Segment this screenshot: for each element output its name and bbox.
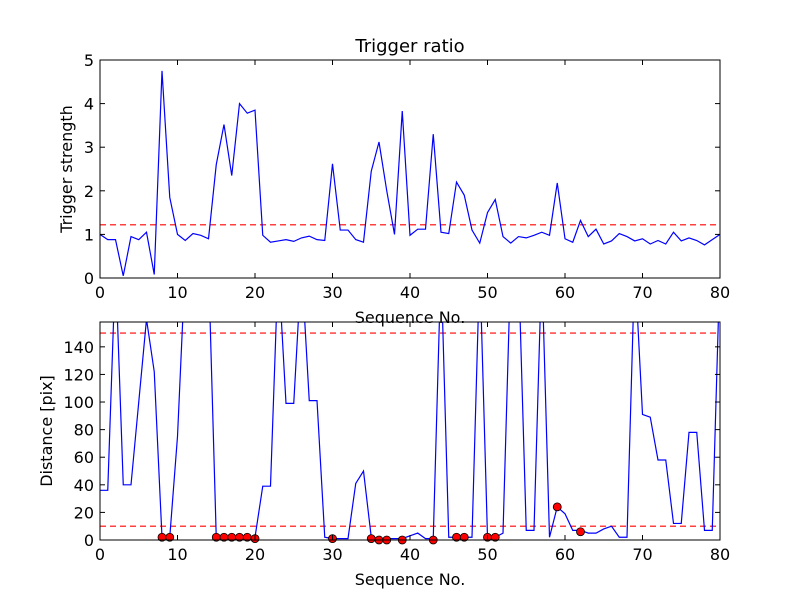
y-tick-label: 0 [84, 269, 94, 288]
data-point-marker [366, 534, 376, 544]
y-tick-label: 3 [84, 138, 94, 157]
x-tick-label: 30 [322, 283, 342, 302]
y-tick-label: 80 [74, 421, 94, 440]
y-tick-label: 140 [63, 338, 94, 357]
y-tick-label: 2 [84, 182, 94, 201]
y-tick-label: 60 [74, 448, 94, 467]
x-tick-label: 50 [477, 545, 497, 564]
series-line [100, 70, 720, 276]
data-point-marker [459, 532, 469, 542]
y-tick-label: 40 [74, 476, 94, 495]
x-tick-label: 50 [477, 283, 497, 302]
x-tick-label: 40 [400, 545, 420, 564]
y-tick-label: 4 [84, 95, 94, 114]
trigger-ratio-chart: Trigger ratio Trigger strength Sequence … [57, 36, 730, 327]
x-tick-label: 30 [322, 545, 342, 564]
data-point-marker [490, 532, 500, 542]
x-tick-label: 40 [400, 283, 420, 302]
y-tick-label: 100 [63, 393, 94, 412]
x-tick-label: 20 [245, 545, 265, 564]
x-tick-label: 10 [167, 283, 187, 302]
plot-frame [99, 59, 721, 279]
y-tick-label: 120 [63, 365, 94, 384]
data-point-marker [165, 532, 175, 542]
y-tick-label: 20 [74, 503, 94, 522]
data-point-marker [552, 502, 562, 512]
x-tick-label: 60 [555, 545, 575, 564]
series-line [100, 322, 719, 540]
y-tick-label: 1 [84, 225, 94, 244]
x-tick-label: 0 [95, 545, 105, 564]
x-tick-label: 80 [710, 545, 730, 564]
distance-chart: Distance [pix] Sequence No. 0 10 20 30 40 50 6… [37, 321, 730, 589]
y-tick-label: 0 [84, 531, 94, 550]
x-tick-label: 70 [632, 545, 652, 564]
x-axis-label: Sequence No. [355, 570, 466, 589]
y-axis-label: Distance [pix] [37, 375, 56, 487]
x-tick-label: 70 [632, 283, 652, 302]
x-tick-label: 0 [95, 283, 105, 302]
plot-frame [99, 321, 721, 541]
y-axis-label: Trigger strength [57, 105, 76, 234]
x-tick-label: 20 [245, 283, 265, 302]
x-tick-label: 80 [710, 283, 730, 302]
data-point-marker [576, 527, 585, 537]
chart-title: Trigger ratio [354, 36, 464, 57]
y-tick-label: 5 [84, 51, 94, 70]
x-tick-label: 10 [167, 545, 187, 564]
x-tick-label: 60 [555, 283, 575, 302]
